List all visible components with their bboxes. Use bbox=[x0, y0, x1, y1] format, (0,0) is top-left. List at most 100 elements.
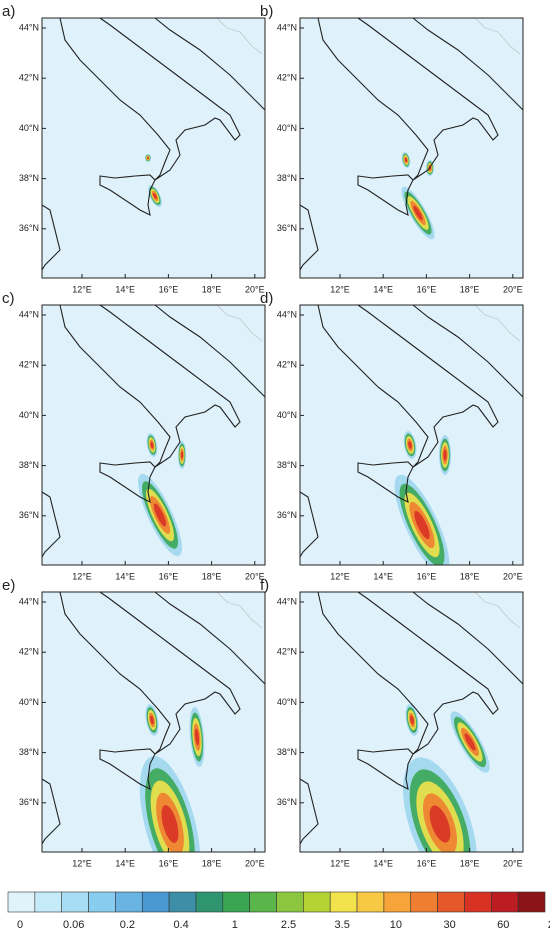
lon-label: 14°E bbox=[373, 571, 393, 581]
plume-layer bbox=[413, 205, 423, 221]
plume bbox=[145, 154, 162, 208]
lon-label: 16°E bbox=[159, 858, 179, 868]
lat-label: 44°N bbox=[277, 309, 297, 319]
lat-label: 42°N bbox=[19, 73, 39, 83]
plume bbox=[138, 433, 186, 557]
lat-label: 40°N bbox=[19, 123, 39, 133]
plume-layer bbox=[404, 157, 408, 163]
colorbar-label: 1 bbox=[232, 919, 238, 931]
map-panel: f) 44°N 42°N 40°N 38°N 36°N 12°E 14°E 16°E 18°E 20… bbox=[260, 577, 524, 868]
lat-label: 36°N bbox=[277, 223, 297, 233]
colorbar-box bbox=[517, 891, 546, 913]
colorbar-box bbox=[276, 891, 304, 913]
colorbar-box bbox=[195, 891, 224, 913]
plume-layer bbox=[150, 441, 154, 449]
lon-label: 18°E bbox=[202, 858, 222, 868]
lon-label: 20°E bbox=[503, 858, 523, 868]
plume-layer bbox=[464, 733, 476, 751]
lat-label: 38°N bbox=[277, 747, 297, 757]
lon-label: 12°E bbox=[72, 571, 92, 581]
colorbar-box bbox=[115, 891, 143, 913]
colorbar-label: 0.2 bbox=[120, 919, 135, 931]
lat-label: 36°N bbox=[19, 797, 39, 807]
plume-layer bbox=[429, 805, 451, 843]
lon-label: 14°E bbox=[373, 284, 393, 294]
lat-label: 42°N bbox=[19, 647, 39, 657]
lat-label: 44°N bbox=[19, 309, 39, 319]
colorbar-label: 0 bbox=[17, 919, 23, 931]
colorbar-box bbox=[329, 891, 358, 913]
lon-label: 14°E bbox=[115, 858, 135, 868]
colorbar-label: 60 bbox=[497, 919, 509, 931]
lat-label: 42°N bbox=[277, 360, 297, 370]
lon-label: 20°E bbox=[245, 284, 265, 294]
lon-label: 20°E bbox=[245, 858, 265, 868]
map-panel: b) 44°N 42°N 40°N 38°N 36°N 12°E 14°E 16°E 18°E 20… bbox=[260, 3, 524, 294]
lat-label: 36°N bbox=[19, 510, 39, 520]
frame bbox=[299, 591, 524, 853]
colorbar-box bbox=[383, 891, 412, 913]
lat-label: 40°N bbox=[277, 697, 297, 707]
panel-label: d) bbox=[260, 290, 273, 307]
lat-label: 40°N bbox=[19, 410, 39, 420]
lat-label: 36°N bbox=[19, 223, 39, 233]
lon-label: 18°E bbox=[460, 284, 480, 294]
plume-layer bbox=[194, 728, 200, 746]
lon-label: 20°E bbox=[503, 571, 523, 581]
lat-label: 38°N bbox=[19, 173, 39, 183]
colorbar-box bbox=[437, 891, 465, 913]
lat-label: 42°N bbox=[277, 647, 297, 657]
lat-label: 44°N bbox=[19, 22, 39, 32]
lat-label: 42°N bbox=[19, 360, 39, 370]
lon-label: 18°E bbox=[202, 571, 222, 581]
lat-label: 38°N bbox=[277, 173, 297, 183]
lat-label: 40°N bbox=[277, 410, 297, 420]
map-panel: c) 44°N 42°N 40°N 38°N 36°N 12°E 14°E 16°E 18°E 20… bbox=[2, 290, 266, 581]
frame bbox=[41, 17, 266, 279]
sea bbox=[42, 18, 265, 278]
colorbar-box bbox=[222, 891, 250, 913]
sea bbox=[300, 18, 523, 278]
lat-label: 40°N bbox=[19, 697, 39, 707]
lon-label: 12°E bbox=[330, 858, 350, 868]
colorbar-box bbox=[303, 891, 331, 913]
colorbar-box bbox=[249, 891, 277, 913]
plume-layer bbox=[161, 804, 179, 844]
colorbar-box bbox=[141, 891, 170, 913]
panel-label: e) bbox=[2, 577, 15, 594]
map-panel: e) 44°N 42°N 40°N 38°N 36°N 12°E 14°E 16°E 18°E 20… bbox=[2, 577, 266, 868]
panel-label: a) bbox=[2, 3, 15, 20]
lon-label: 12°E bbox=[330, 284, 350, 294]
lat-label: 36°N bbox=[277, 797, 297, 807]
colorbar-box bbox=[88, 891, 116, 913]
frame bbox=[299, 17, 524, 279]
plume-layer bbox=[414, 510, 430, 540]
colorbar-label: 0.4 bbox=[173, 919, 188, 931]
lat-label: 38°N bbox=[19, 747, 39, 757]
colorbar-label: 10 bbox=[390, 919, 402, 931]
lon-label: 12°E bbox=[72, 858, 92, 868]
plume-layer bbox=[180, 451, 184, 459]
lon-label: 12°E bbox=[330, 571, 350, 581]
frame bbox=[41, 304, 266, 566]
colorbar-box bbox=[168, 891, 197, 913]
plume-layer bbox=[153, 192, 157, 200]
lat-label: 36°N bbox=[277, 510, 297, 520]
lon-label: 16°E bbox=[417, 284, 437, 294]
plume-layer bbox=[153, 503, 167, 527]
lon-label: 16°E bbox=[417, 858, 437, 868]
colorbar-label: 3.5 bbox=[335, 919, 350, 931]
map-panel: d) 44°N 42°N 40°N 38°N 36°N 12°E 14°E 16°E 18°E 20… bbox=[260, 290, 524, 581]
lon-label: 18°E bbox=[460, 571, 480, 581]
plume-layer bbox=[150, 715, 154, 725]
lon-label: 20°E bbox=[503, 284, 523, 294]
lon-label: 14°E bbox=[115, 571, 135, 581]
map-panel: a) 44°N 42°N 40°N 38°N 36°N 12°E 14°E 16°E 18°E 20… bbox=[2, 3, 266, 294]
plume-layer bbox=[443, 449, 447, 461]
lon-label: 14°E bbox=[373, 858, 393, 868]
colorbar-box bbox=[61, 891, 89, 913]
plume bbox=[394, 431, 451, 565]
lat-label: 42°N bbox=[277, 73, 297, 83]
lon-label: 12°E bbox=[72, 284, 92, 294]
